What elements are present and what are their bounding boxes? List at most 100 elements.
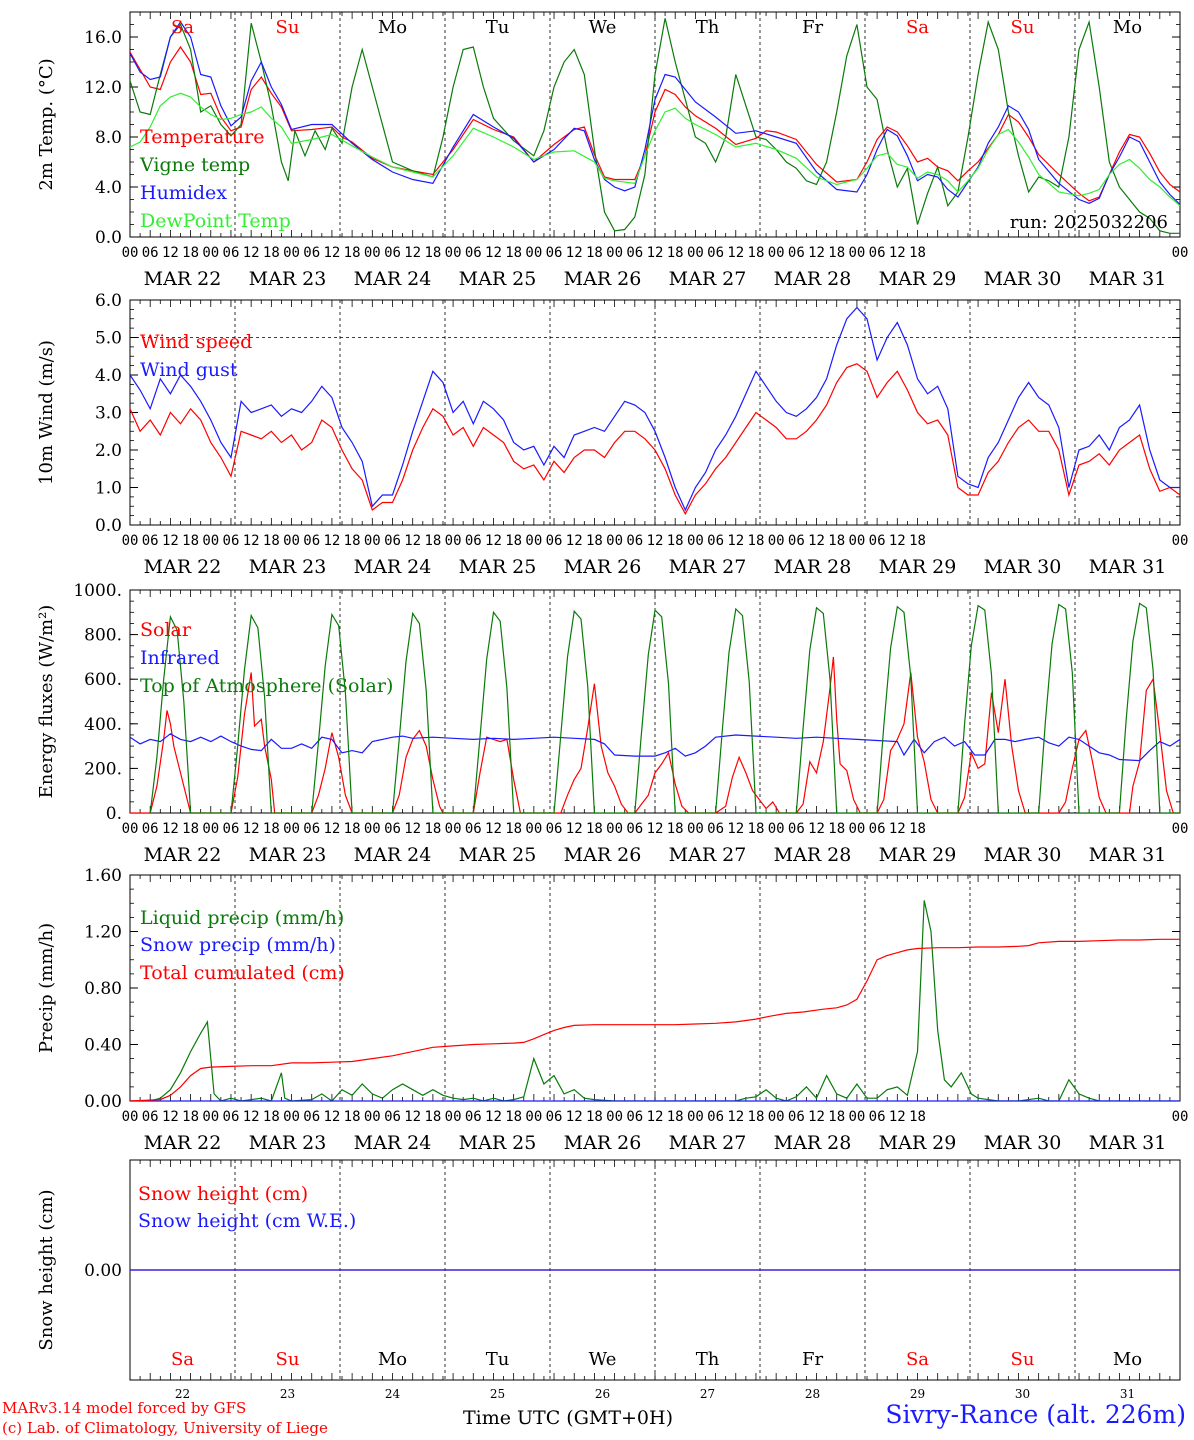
y-tick-label: 0.80 bbox=[84, 979, 122, 999]
hour-tick-label: 00 bbox=[768, 245, 785, 261]
hour-tick-label: 12 bbox=[566, 533, 583, 549]
hour-tick-label: 00 bbox=[445, 533, 462, 549]
day-number-label: 30 bbox=[1015, 1387, 1030, 1401]
hour-tick-label: 06 bbox=[223, 533, 240, 549]
hour-tick-label: 12 bbox=[808, 821, 825, 837]
plot-frame bbox=[129, 589, 1181, 814]
hour-tick-label: 06 bbox=[384, 1109, 401, 1125]
hour-tick-label: 00 bbox=[445, 245, 462, 261]
hour-tick-label: 06 bbox=[546, 821, 563, 837]
hour-tick-label: 18 bbox=[909, 1109, 926, 1125]
hour-tick-label: 00 bbox=[687, 245, 704, 261]
hour-tick-label: 12 bbox=[243, 245, 260, 261]
weekday-label: Sa bbox=[171, 17, 194, 38]
hour-tick-label: 06 bbox=[142, 533, 159, 549]
legend-entry: Vigne temp bbox=[139, 154, 250, 176]
hour-tick-label: 12 bbox=[162, 533, 179, 549]
hour-tick-label: 18 bbox=[505, 1109, 522, 1125]
hour-tick-label: 18 bbox=[828, 245, 845, 261]
hour-tick-label: 00 bbox=[122, 245, 139, 261]
date-label: MAR 29 bbox=[879, 1132, 957, 1154]
legend-entry: Infrared bbox=[140, 647, 220, 669]
day-number-label: 22 bbox=[175, 1387, 190, 1401]
hour-tick-label: 18 bbox=[344, 533, 361, 549]
legend-entry: Snow height (cm) bbox=[138, 1183, 308, 1205]
date-label: MAR 27 bbox=[669, 1132, 747, 1154]
date-label: MAR 27 bbox=[669, 556, 747, 578]
day-number-label: 29 bbox=[910, 1387, 925, 1401]
y-axis-label: Energy fluxes (W/m²) bbox=[36, 605, 57, 799]
hour-tick-label: 00 bbox=[202, 821, 219, 837]
hour-tick-label: 12 bbox=[323, 1109, 340, 1125]
y-tick-label: 600. bbox=[84, 670, 122, 690]
legend-entry: Humidex bbox=[140, 182, 227, 204]
hour-tick-label: 00 bbox=[768, 821, 785, 837]
hour-tick-label: 18 bbox=[828, 1109, 845, 1125]
hour-tick-label: 18 bbox=[909, 245, 926, 261]
hour-tick-label: 12 bbox=[485, 1109, 502, 1125]
hour-tick-label: 18 bbox=[748, 533, 765, 549]
date-label: MAR 29 bbox=[879, 844, 957, 866]
hour-tick-label: 00 bbox=[202, 533, 219, 549]
weekday-label: Mo bbox=[1113, 1349, 1142, 1370]
hour-tick-label: 12 bbox=[889, 821, 906, 837]
hour-tick-label: 06 bbox=[303, 821, 320, 837]
hour-tick-label: 00 bbox=[364, 821, 381, 837]
hour-tick-label: 12 bbox=[647, 533, 664, 549]
hour-tick-label: 18 bbox=[828, 533, 845, 549]
weekday-label: Su bbox=[1011, 1349, 1035, 1370]
hour-tick-label: 06 bbox=[384, 821, 401, 837]
hour-tick-label: 18 bbox=[505, 821, 522, 837]
hour-tick-label: 18 bbox=[586, 821, 603, 837]
hour-tick-label: 06 bbox=[869, 1109, 886, 1125]
hour-tick-label: 06 bbox=[707, 1109, 724, 1125]
date-label: MAR 30 bbox=[984, 1132, 1062, 1154]
hour-tick-label: 00 bbox=[687, 821, 704, 837]
legend-entry: Liquid precip (mm/h) bbox=[140, 907, 344, 929]
date-label: MAR 30 bbox=[984, 844, 1062, 866]
hour-tick-label: 00 bbox=[525, 533, 542, 549]
y-tick-label: 0. bbox=[106, 804, 122, 824]
hour-tick-label: 06 bbox=[384, 245, 401, 261]
hour-tick-label: 00 bbox=[283, 821, 300, 837]
legend-entry: Wind gust bbox=[140, 359, 238, 381]
day-number-label: 28 bbox=[805, 1387, 820, 1401]
hour-tick-label: 00 bbox=[122, 533, 139, 549]
y-tick-label: 200. bbox=[84, 759, 122, 779]
hour-tick-label: 06 bbox=[626, 1109, 643, 1125]
hour-tick-label: 00 bbox=[122, 821, 139, 837]
hour-tick-label: 18 bbox=[748, 1109, 765, 1125]
y-tick-label: 1000. bbox=[73, 581, 122, 601]
series-line bbox=[130, 900, 1180, 1101]
hour-tick-label: 06 bbox=[626, 821, 643, 837]
hour-tick-label: 12 bbox=[727, 533, 744, 549]
y-tick-label: 0.0 bbox=[95, 516, 122, 536]
hour-tick-label: 18 bbox=[424, 533, 441, 549]
date-label: MAR 24 bbox=[354, 268, 432, 290]
hour-tick-label: 06 bbox=[384, 533, 401, 549]
hour-tick-label: 00 bbox=[283, 245, 300, 261]
y-tick-label: 0.40 bbox=[84, 1036, 122, 1056]
y-tick-label: 0.00 bbox=[84, 1092, 122, 1112]
y-tick-label: 4.0 bbox=[95, 178, 122, 198]
day-number-label: 24 bbox=[385, 1387, 401, 1401]
weekday-label: Mo bbox=[378, 17, 407, 38]
hour-tick-label: 00 bbox=[202, 1109, 219, 1125]
series-line bbox=[130, 45, 1180, 202]
hour-tick-label: 18 bbox=[344, 245, 361, 261]
hour-tick-label: 00 bbox=[848, 1109, 865, 1125]
hour-tick-label: 12 bbox=[162, 821, 179, 837]
hour-tick-label: 00 bbox=[364, 533, 381, 549]
hour-tick-label: 12 bbox=[404, 533, 421, 549]
hour-tick-label: 12 bbox=[647, 1109, 664, 1125]
hour-tick-label: 00 bbox=[525, 1109, 542, 1125]
date-label: MAR 25 bbox=[459, 268, 537, 290]
y-tick-label: 1.20 bbox=[84, 923, 122, 943]
hour-tick-label: 18 bbox=[586, 1109, 603, 1125]
hour-tick-label: 12 bbox=[243, 821, 260, 837]
hour-tick-label: 00 bbox=[606, 821, 623, 837]
series-line bbox=[130, 938, 1180, 1101]
legend-entry: Top of Atmosphere (Solar) bbox=[140, 675, 393, 697]
date-label: MAR 26 bbox=[564, 1132, 642, 1154]
plot-frame bbox=[129, 11, 1181, 238]
